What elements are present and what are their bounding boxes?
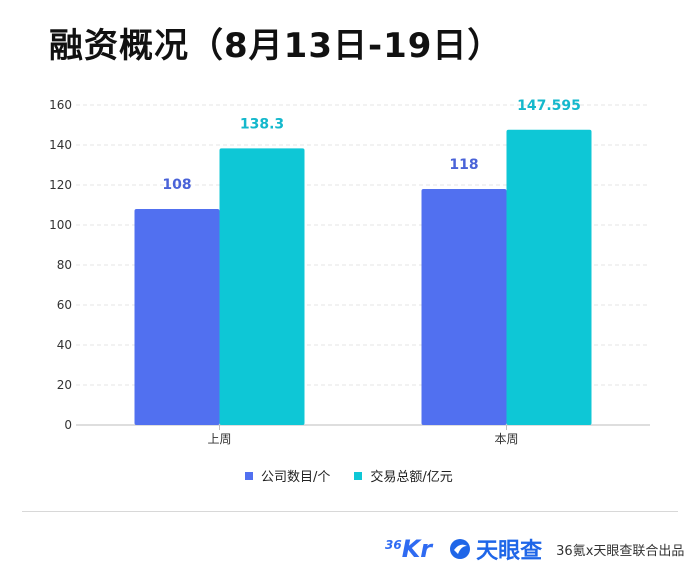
data-label: 138.3 bbox=[240, 116, 284, 132]
x-tick-label: 本周 bbox=[494, 432, 518, 446]
bar-chart: 0 20 40 60 80 100 120 140 160 上周 108 138.3 本周 118 147.… bbox=[49, 98, 650, 446]
legend: 公司数目/个 交易总额/亿元 bbox=[245, 466, 477, 485]
bar-amount-0 bbox=[219, 148, 305, 425]
chart-title: 融资概况（8月13日-19日） bbox=[49, 26, 503, 66]
y-tick-label: 20 bbox=[57, 378, 72, 392]
tianyancha-logo-icon bbox=[450, 539, 471, 559]
logo-36kr-letters: Kr bbox=[401, 535, 433, 563]
y-tick-label: 60 bbox=[57, 298, 72, 312]
bar-companies-1 bbox=[421, 189, 507, 425]
data-label: 118 bbox=[449, 157, 478, 173]
logo-36kr: 36 Kr bbox=[385, 536, 432, 562]
footer-divider bbox=[22, 511, 678, 512]
data-label: 108 bbox=[162, 177, 191, 193]
legend-swatch-companies bbox=[245, 471, 253, 480]
legend-label-companies: 公司数目/个 bbox=[261, 470, 331, 485]
bar-amount-1 bbox=[506, 129, 592, 425]
logo-tianyancha: 天眼查 bbox=[448, 533, 542, 565]
legend-item-amount: 交易总额/亿元 bbox=[354, 466, 453, 485]
legend-label-amount: 交易总额/亿元 bbox=[370, 470, 453, 485]
y-tick-label: 100 bbox=[49, 218, 72, 232]
x-tick-label: 上周 bbox=[207, 432, 231, 446]
logo-36kr-number: 36 bbox=[385, 538, 402, 552]
footer-credit: 36氪x天眼查联合出品 bbox=[556, 543, 685, 559]
bar-companies-0 bbox=[134, 209, 220, 425]
data-label: 147.595 bbox=[517, 98, 581, 114]
y-tick-label: 160 bbox=[49, 98, 72, 112]
y-tick-label: 80 bbox=[57, 258, 72, 272]
footer: 36 Kr 天眼查 36氪x天眼查联合出品 bbox=[385, 533, 684, 565]
legend-swatch-amount bbox=[354, 471, 363, 480]
y-tick-label: 0 bbox=[64, 418, 72, 432]
y-tick-label: 120 bbox=[49, 178, 72, 192]
legend-item-companies: 公司数目/个 bbox=[245, 466, 330, 485]
y-tick-label: 140 bbox=[49, 138, 72, 152]
y-tick-label: 40 bbox=[57, 338, 72, 352]
logo-tianyancha-text: 天眼查 bbox=[476, 539, 543, 564]
